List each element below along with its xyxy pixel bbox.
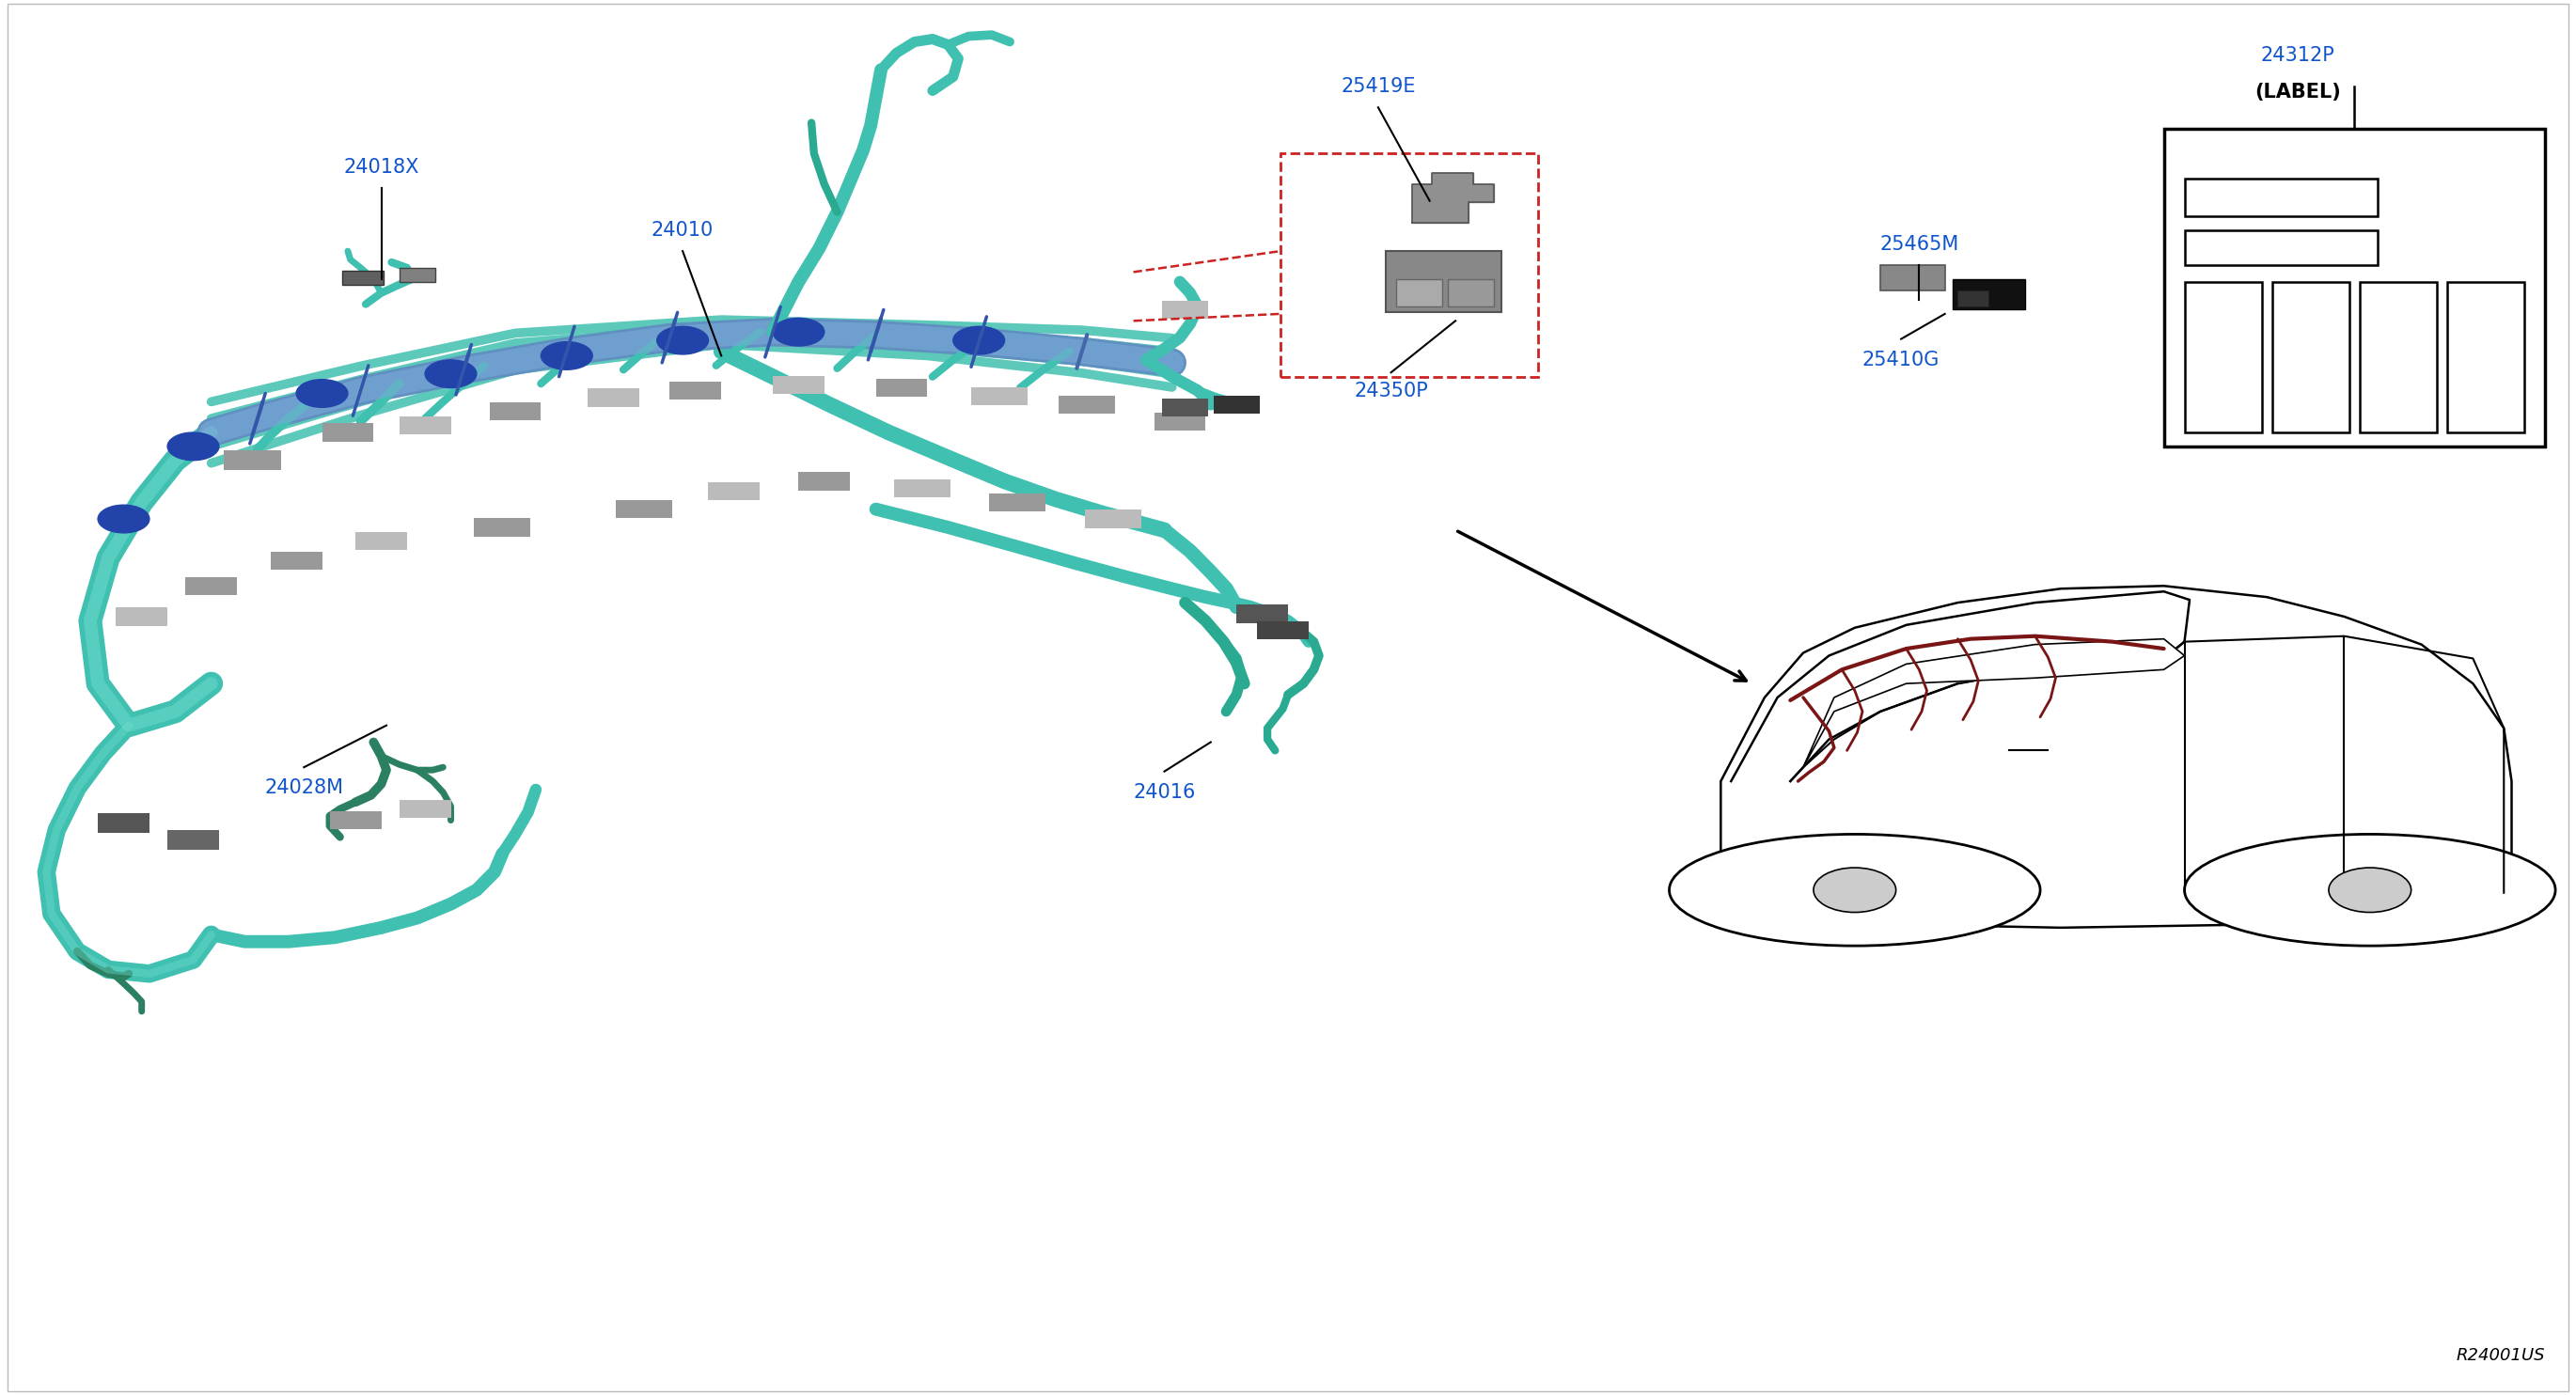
Text: 24010: 24010 bbox=[652, 220, 714, 240]
Text: 24312P: 24312P bbox=[2262, 46, 2334, 66]
Bar bbox=[708, 481, 760, 499]
Bar bbox=[2184, 282, 2262, 432]
Bar bbox=[1953, 279, 2025, 310]
Bar bbox=[1162, 399, 1208, 417]
Text: 24016: 24016 bbox=[1133, 783, 1195, 802]
Text: 25419E: 25419E bbox=[1340, 77, 1417, 96]
Polygon shape bbox=[1721, 586, 2512, 928]
Bar bbox=[270, 551, 322, 569]
Circle shape bbox=[296, 379, 348, 407]
Bar bbox=[1162, 301, 1208, 319]
Text: 25465M: 25465M bbox=[1880, 234, 1958, 254]
Bar bbox=[399, 801, 451, 817]
Bar bbox=[971, 388, 1028, 405]
Text: R24001US: R24001US bbox=[2458, 1348, 2545, 1364]
Bar bbox=[1154, 413, 1206, 430]
Bar bbox=[1084, 511, 1141, 529]
Bar bbox=[2360, 282, 2437, 432]
Bar bbox=[2447, 282, 2524, 432]
Bar bbox=[343, 271, 384, 285]
Bar bbox=[773, 377, 824, 393]
Polygon shape bbox=[1731, 591, 2190, 781]
Bar bbox=[330, 812, 381, 829]
Circle shape bbox=[2329, 868, 2411, 912]
Circle shape bbox=[541, 342, 592, 370]
Bar bbox=[399, 417, 451, 435]
Bar bbox=[1386, 251, 1502, 312]
Bar bbox=[799, 472, 850, 491]
Bar bbox=[399, 268, 435, 282]
Bar bbox=[616, 499, 672, 518]
Bar bbox=[322, 424, 374, 442]
Bar bbox=[587, 389, 639, 407]
Bar bbox=[1059, 396, 1115, 413]
Bar bbox=[185, 578, 237, 596]
Bar bbox=[2164, 128, 2545, 446]
Ellipse shape bbox=[2184, 834, 2555, 946]
Bar bbox=[1880, 265, 1945, 290]
Bar bbox=[1280, 153, 1538, 377]
Bar bbox=[1396, 279, 1443, 307]
Bar bbox=[116, 607, 167, 625]
Circle shape bbox=[657, 326, 708, 354]
Text: (LABEL): (LABEL) bbox=[2254, 82, 2342, 102]
Text: 24350P: 24350P bbox=[1355, 381, 1427, 400]
Polygon shape bbox=[1412, 173, 1494, 223]
Bar bbox=[167, 830, 219, 850]
Bar bbox=[1257, 621, 1309, 639]
Circle shape bbox=[167, 432, 219, 460]
Bar bbox=[355, 533, 407, 551]
Text: 25410G: 25410G bbox=[1862, 350, 1940, 370]
Circle shape bbox=[98, 505, 149, 533]
Text: 24028M: 24028M bbox=[265, 778, 343, 798]
Bar bbox=[894, 480, 951, 498]
Bar bbox=[2184, 230, 2378, 265]
Bar bbox=[489, 403, 541, 421]
Ellipse shape bbox=[1669, 834, 2040, 946]
Circle shape bbox=[1814, 868, 1896, 912]
Circle shape bbox=[953, 326, 1005, 354]
Circle shape bbox=[773, 318, 824, 346]
Bar bbox=[224, 451, 281, 470]
Bar bbox=[670, 382, 721, 400]
Bar bbox=[1448, 279, 1494, 307]
Bar bbox=[1213, 396, 1260, 413]
Bar bbox=[2184, 179, 2378, 216]
Bar bbox=[1958, 290, 1989, 307]
Bar bbox=[989, 494, 1046, 512]
Bar bbox=[474, 518, 531, 537]
Circle shape bbox=[425, 360, 477, 388]
Bar bbox=[1236, 605, 1288, 622]
Bar bbox=[2272, 282, 2349, 432]
Text: 24018X: 24018X bbox=[343, 158, 420, 177]
Bar bbox=[98, 813, 149, 833]
Bar bbox=[876, 379, 927, 396]
Polygon shape bbox=[1803, 639, 2184, 767]
